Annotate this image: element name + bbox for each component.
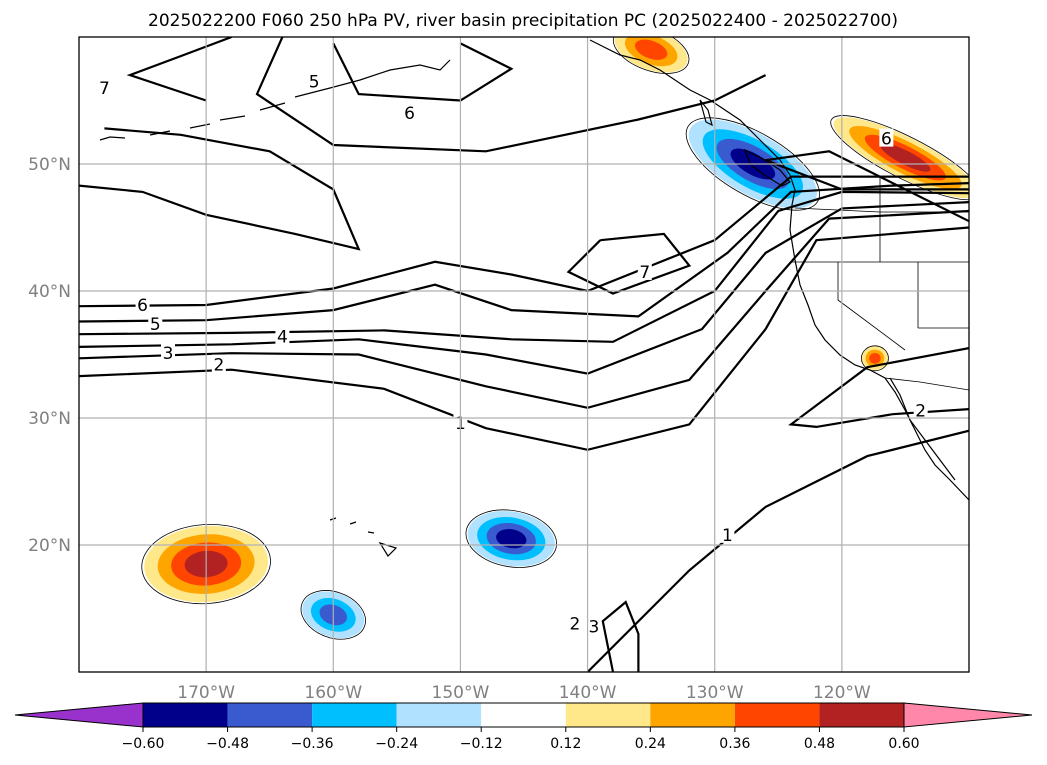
- colorbar: −0.60 −0.48 −0.36 −0.24 −0.12 0.12 0.24 0.36 0.4…: [14, 702, 1033, 752]
- coastline-haida-gwaii: [699, 99, 713, 127]
- pc-fill-outline: [860, 345, 889, 372]
- contour-label-bg: [637, 261, 652, 280]
- contour-label: 2: [915, 401, 926, 421]
- y-tick-label: 20°N: [28, 536, 71, 556]
- contour-label-bg: [913, 400, 928, 419]
- pv-contour-line: [79, 127, 361, 251]
- colorbar-bin: [819, 703, 904, 727]
- contour-label-bg: [211, 354, 226, 373]
- colorbar-bin: [650, 703, 735, 727]
- pc-fill-outline: [612, 37, 690, 74]
- contour-label-bg: [402, 103, 417, 122]
- colorbar-bin: [734, 703, 820, 727]
- colorbar-tick-label: −0.24: [375, 736, 418, 752]
- colorbar-extend-low: [14, 702, 144, 728]
- contour-label-bg: [97, 77, 112, 96]
- pc-fill-neg: [496, 529, 527, 549]
- colorbar-tick-label: 0.48: [804, 736, 835, 752]
- pv-contour-line: [586, 429, 969, 672]
- pc-fill-outline: [141, 523, 271, 605]
- colorbar-tick-label: 0.24: [635, 736, 666, 752]
- colorbar-tick-label: 0.36: [719, 736, 750, 752]
- colorbar-tick-label: −0.12: [460, 736, 503, 752]
- contour-label-bg: [720, 524, 735, 543]
- colorbar-tick-label: 0.60: [888, 736, 919, 752]
- pv-contour-line: [788, 347, 969, 429]
- contour-label: 6: [137, 296, 148, 316]
- contour-label: 4: [277, 328, 288, 348]
- colorbar-bin: [312, 703, 397, 727]
- x-tick-label: 160°W: [304, 683, 362, 703]
- y-tick-label: 40°N: [28, 282, 71, 302]
- colorbar-tick-label: 0.12: [550, 736, 581, 752]
- pv-contour-line: [765, 150, 969, 223]
- x-tick-label: 150°W: [432, 683, 490, 703]
- border-us-mexico: [884, 377, 969, 391]
- coastline-baja: [889, 377, 956, 481]
- contour-label-bg: [161, 343, 175, 362]
- colorbar-bin: [481, 703, 566, 727]
- contour-label: 1: [722, 526, 733, 546]
- contour-label: 2: [569, 615, 580, 635]
- contour-label: 7: [639, 263, 650, 283]
- x-tick-label: 140°W: [559, 683, 617, 703]
- contour-label-bg: [586, 616, 601, 635]
- contour-label: 6: [881, 130, 892, 150]
- contour-label-bg: [879, 128, 894, 147]
- pc-fill-pos: [869, 352, 881, 364]
- contour-label: 6: [404, 104, 415, 124]
- y-tick-label: 30°N: [28, 409, 71, 429]
- colorbar-frame: [142, 702, 905, 728]
- map-frame: [78, 36, 970, 673]
- border-state-ca-nv: [837, 262, 906, 351]
- pv-contour-layer: [79, 37, 969, 672]
- colorbar-tick-label: −0.48: [206, 736, 249, 752]
- contour-label-bg: [567, 613, 582, 632]
- contour-label-bg: [135, 294, 150, 313]
- x-tick-label: 170°W: [177, 683, 235, 703]
- axis-tick-labels: 20°N 30°N 40°N 50°N 170°W 160°W 150°W 140°W 130°…: [28, 155, 871, 703]
- contour-label: 3: [589, 617, 600, 637]
- contour-label: 5: [150, 315, 161, 335]
- colorbar-extend-high: [903, 702, 1033, 728]
- x-tick-label: 120°W: [813, 683, 871, 703]
- pc-fill-outline: [300, 590, 366, 640]
- pc-fill-pos: [634, 39, 668, 60]
- pc-fill-pos: [880, 143, 931, 172]
- contour-label-bg: [275, 326, 290, 345]
- colorbar-tick-label: −0.36: [291, 736, 334, 752]
- gridlines: [79, 37, 969, 672]
- contour-label-bg: [307, 71, 322, 90]
- pc-fill-outline: [685, 117, 820, 211]
- pc-fill-outline: [465, 509, 558, 568]
- colorbar-bin: [396, 703, 482, 727]
- contour-label: 2: [213, 356, 224, 376]
- contour-label: 5: [309, 72, 320, 92]
- colorbar-bin: [565, 703, 651, 727]
- colorbar-bin: [227, 703, 313, 727]
- pv-contour-line: [601, 600, 640, 672]
- x-tick-label: 130°W: [686, 683, 744, 703]
- contour-label: 7: [99, 79, 110, 99]
- pv-contour-line: [79, 175, 969, 308]
- colorbar-bin: [143, 703, 228, 727]
- colorbar-tick-label: −0.60: [122, 736, 165, 752]
- contour-label-bg: [148, 314, 163, 333]
- chart-title: 2025022200 F060 250 hPa PV, river basin …: [148, 11, 898, 31]
- contour-label: 3: [163, 344, 174, 364]
- y-tick-label: 50°N: [28, 155, 71, 175]
